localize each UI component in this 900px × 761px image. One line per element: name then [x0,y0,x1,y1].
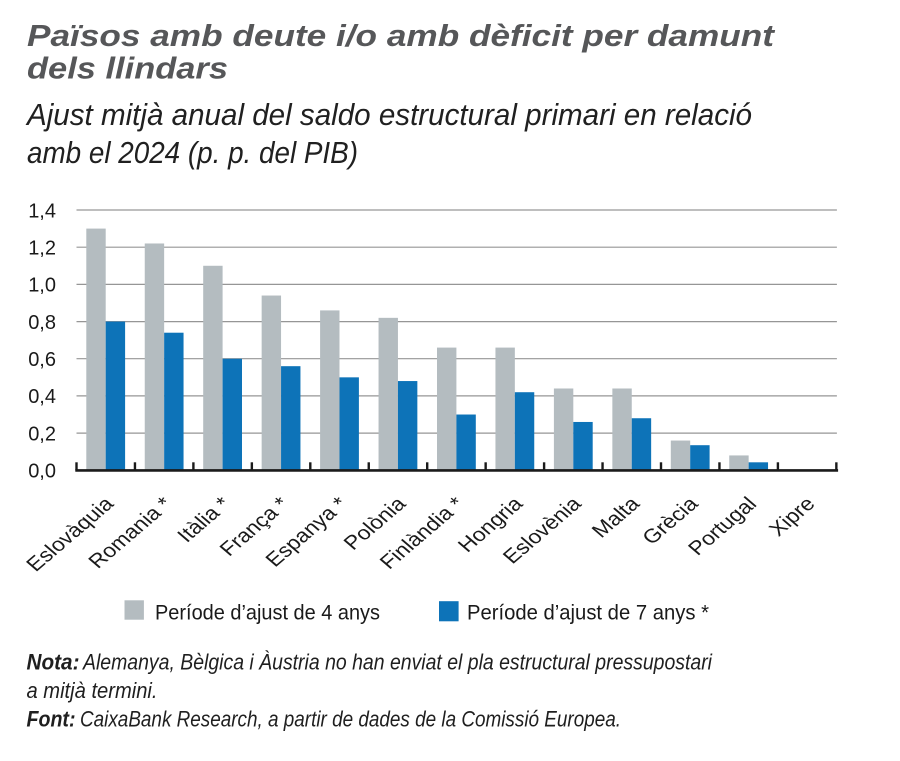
svg-text:a mitjà termini.: a mitjà termini. [27,678,158,703]
svg-text:Nota:: Nota: [27,649,80,674]
svg-text:0,0: 0,0 [28,461,56,483]
svg-text:dels llindars: dels llindars [27,50,228,85]
svg-text:Països amb deute i/o amb dèfic: Països amb deute i/o amb dèficit per dam… [27,18,776,53]
svg-text:Alemanya, Bèlgica i Àustria no: Alemanya, Bèlgica i Àustria no han envia… [81,649,713,674]
svg-text:1,2: 1,2 [28,238,56,260]
svg-text:Ajust mitjà anual del saldo es: Ajust mitjà anual del saldo estructural … [25,98,752,132]
svg-text:0,6: 0,6 [28,349,56,371]
svg-text:Període d’ajust de 7 anys *: Període d’ajust de 7 anys * [467,600,710,624]
svg-text:CaixaBank Research, a partir d: CaixaBank Research, a partir de dades de… [80,707,621,732]
svg-text:0,4: 0,4 [28,386,56,408]
svg-text:amb el 2024 (p. p. del PIB): amb el 2024 (p. p. del PIB) [27,136,358,170]
svg-text:0,8: 0,8 [28,312,56,334]
svg-text:Font:: Font: [27,707,76,732]
svg-text:0,2: 0,2 [28,423,56,445]
svg-text:Període d’ajust de 4 anys: Període d’ajust de 4 anys [155,600,380,624]
svg-text:1,4: 1,4 [28,200,56,222]
svg-text:1,0: 1,0 [28,275,56,297]
